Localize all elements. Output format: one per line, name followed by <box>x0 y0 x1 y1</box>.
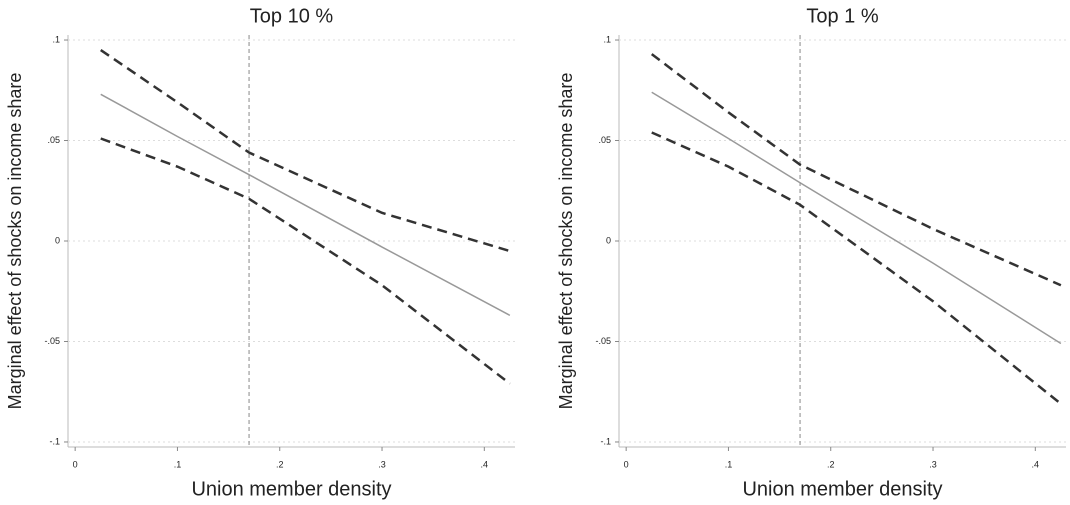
series-line <box>650 53 1062 287</box>
x-tick-label: .1 <box>725 459 733 469</box>
x-tick-label: .3 <box>378 459 386 469</box>
x-tick-label: .2 <box>827 459 835 469</box>
x-tick-label: .3 <box>929 459 937 469</box>
x-tick-label: .1 <box>174 459 182 469</box>
y-tick-label: .05 <box>598 135 611 145</box>
x-tick-label: .4 <box>1032 459 1040 469</box>
y-tick-label: .1 <box>603 34 611 44</box>
x-tick-label: 0 <box>73 459 78 469</box>
series-line <box>100 137 511 385</box>
chart-title: Top 1 % <box>806 5 878 27</box>
y-axis-title: Marginal effect of shocks on income shar… <box>5 73 25 410</box>
y-tick-label: -.05 <box>44 336 60 346</box>
x-tick-label: 0 <box>624 459 629 469</box>
y-tick-label: 0 <box>55 235 60 245</box>
x-tick-label: .2 <box>276 459 284 469</box>
y-axis-title: Marginal effect of shocks on income shar… <box>556 73 576 410</box>
series-line <box>651 91 1062 345</box>
y-tick-label: 0 <box>606 235 611 245</box>
y-tick-label: -.1 <box>600 436 611 446</box>
chart-title: Top 10 % <box>250 5 334 27</box>
x-axis-title: Union member density <box>742 478 942 500</box>
y-tick-label: -.05 <box>595 336 611 346</box>
series-line <box>651 131 1062 405</box>
x-axis-title: Union member density <box>191 478 391 500</box>
y-tick-label: -.1 <box>49 436 60 446</box>
y-tick-label: .05 <box>47 135 60 145</box>
y-tick-label: .1 <box>52 34 60 44</box>
series-line <box>100 93 511 317</box>
x-tick-label: .4 <box>481 459 489 469</box>
series-line <box>100 49 511 253</box>
